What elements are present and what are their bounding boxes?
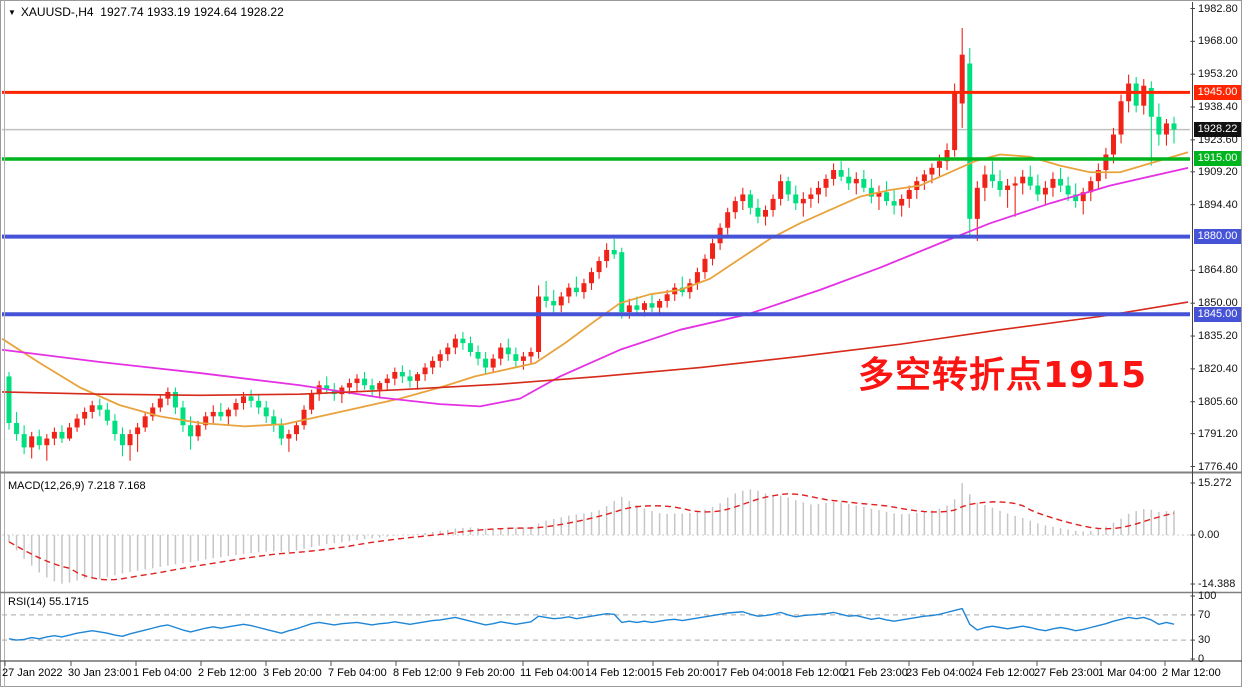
date-tick-label: 1 Feb 04:00 [133, 667, 192, 679]
price-tick-label: 1909.20 [1198, 165, 1238, 178]
price-tick-label: 1938.40 [1198, 101, 1238, 114]
date-tick-label: 14 Feb 12:00 [585, 667, 650, 679]
rsi-tick-label: 100 [1198, 590, 1217, 602]
price-tick-label: 1791.20 [1198, 427, 1238, 440]
price-tick-label: 1953.20 [1198, 68, 1238, 81]
date-tick-label: 15 Feb 20:00 [650, 667, 715, 679]
date-tick-label: 17 Feb 04:00 [715, 667, 780, 679]
price-badge: 1928.22 [1194, 122, 1241, 138]
price-tick-label: 1805.60 [1198, 395, 1238, 408]
price-badge: 1945.00 [1194, 84, 1241, 100]
rsi-tick-label: 0 [1198, 653, 1205, 665]
date-tick-label: 1 Mar 04:00 [1098, 667, 1157, 679]
macd-indicator-label: MACD(12,26,9) 7.218 7.168 [8, 480, 146, 492]
rsi-indicator-label: RSI(14) 55.1715 [8, 596, 89, 608]
date-tick-label: 27 Feb 23:00 [1034, 667, 1099, 679]
date-tick-label: 11 Feb 04:00 [520, 667, 585, 679]
date-tick-label: 24 Feb 12:00 [970, 667, 1035, 679]
rsi-tick-label: 30 [1198, 634, 1211, 647]
price-badge: 1880.00 [1194, 229, 1241, 245]
date-tick-label: 27 Jan 2022 [2, 667, 63, 679]
symbol-ohlc-text: XAUUSD-,H4 1927.74 1933.19 1924.64 1928.… [20, 5, 284, 19]
date-tick-label: 2 Mar 12:00 [1162, 667, 1221, 679]
macd-tick-label: 0.00 [1198, 529, 1220, 541]
date-tick-label: 21 Feb 23:00 [843, 667, 908, 679]
rsi-tick-label: 70 [1198, 608, 1211, 621]
macd-tick-label: -14.388 [1198, 577, 1236, 590]
turning-point-annotation[interactable]: 多空转折点1915 [858, 355, 1148, 396]
date-tick-label: 3 Feb 20:00 [263, 667, 322, 679]
price-tick-label: 1982.80 [1198, 2, 1238, 15]
price-tick-label: 1968.00 [1198, 35, 1238, 48]
date-tick-label: 9 Feb 20:00 [456, 667, 515, 679]
price-tick-label: 1820.40 [1198, 362, 1238, 375]
price-badge: 1845.00 [1194, 306, 1241, 322]
symbol-ohlc-line: ▼ XAUUSD-,H4 1927.74 1933.19 1924.64 1928… [8, 5, 284, 19]
symbol-dropdown-icon[interactable]: ▼ [8, 8, 16, 17]
price-tick-label: 1850.00 [1198, 297, 1238, 310]
date-tick-label: 18 Feb 12:00 [780, 667, 845, 679]
price-tick-label: 1864.80 [1198, 264, 1238, 277]
date-tick-label: 2 Feb 12:00 [198, 667, 257, 679]
date-tick-label: 7 Feb 04:00 [328, 667, 387, 679]
price-tick-label: 1835.20 [1198, 330, 1238, 343]
date-tick-label: 8 Feb 12:00 [393, 667, 452, 679]
macd-tick-label: 15.272 [1198, 476, 1232, 489]
date-tick-label: 23 Feb 04:00 [906, 667, 971, 679]
price-badge: 1915.00 [1194, 151, 1241, 167]
price-tick-label: 1776.40 [1198, 460, 1238, 473]
date-tick-label: 30 Jan 23:00 [68, 667, 132, 679]
price-tick-label: 1894.40 [1198, 198, 1238, 211]
